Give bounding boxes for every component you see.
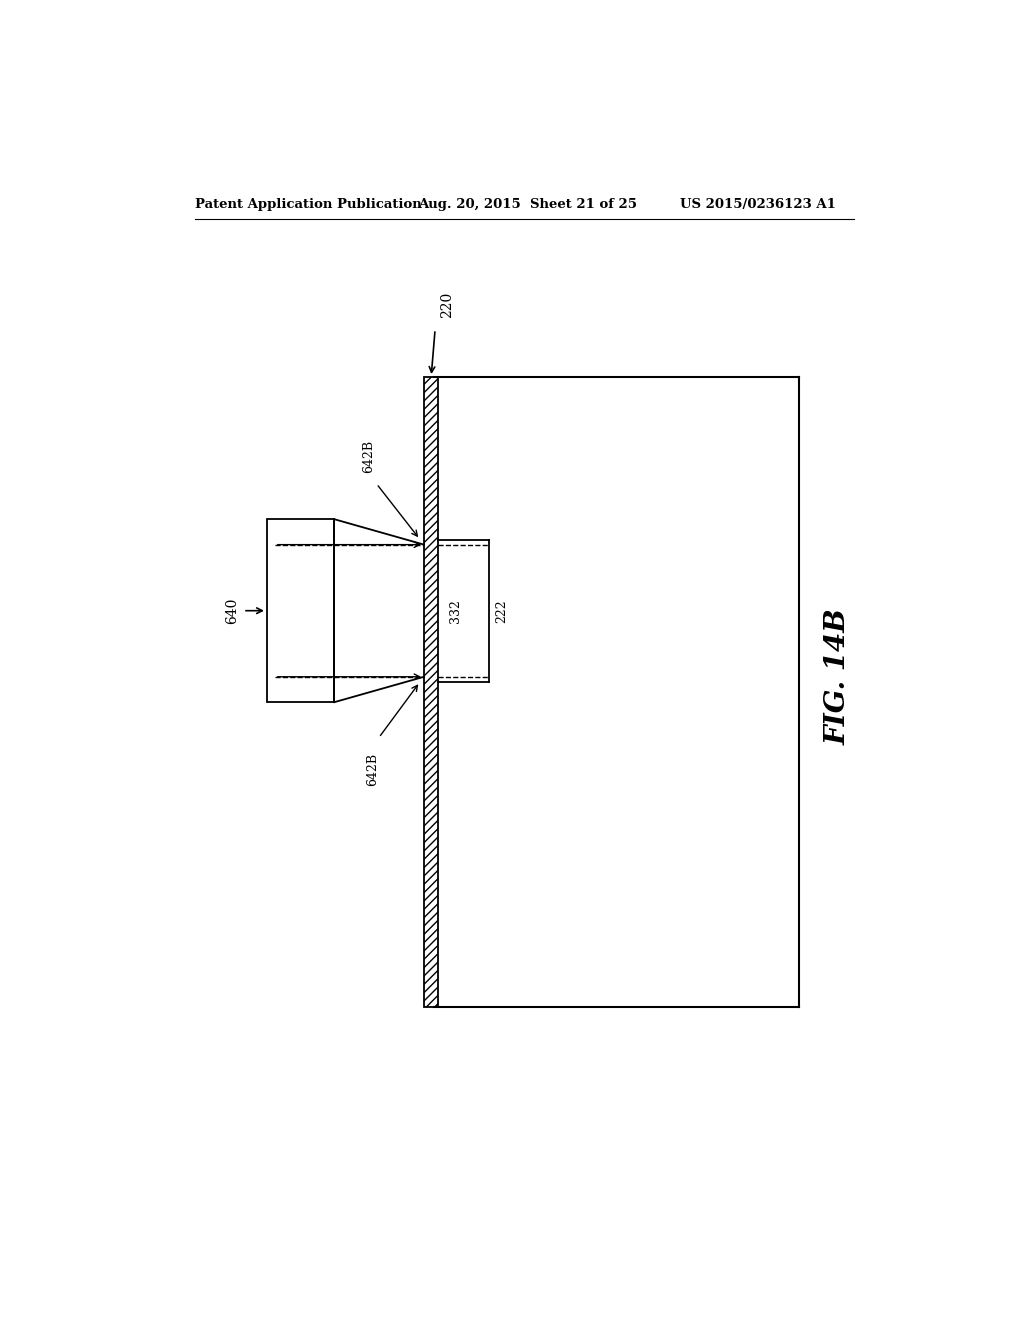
Text: FIG. 14B: FIG. 14B xyxy=(824,609,852,744)
Text: US 2015/0236123 A1: US 2015/0236123 A1 xyxy=(680,198,836,211)
Bar xyxy=(267,519,334,702)
Text: 642B: 642B xyxy=(361,441,375,474)
Bar xyxy=(424,378,438,1007)
Text: 332: 332 xyxy=(450,599,462,623)
Text: Aug. 20, 2015  Sheet 21 of 25: Aug. 20, 2015 Sheet 21 of 25 xyxy=(418,198,637,211)
Text: Patent Application Publication: Patent Application Publication xyxy=(196,198,422,211)
Text: 220: 220 xyxy=(440,292,454,318)
Text: 222: 222 xyxy=(496,599,509,623)
Text: 642B: 642B xyxy=(366,752,379,787)
Text: 640: 640 xyxy=(225,598,239,624)
